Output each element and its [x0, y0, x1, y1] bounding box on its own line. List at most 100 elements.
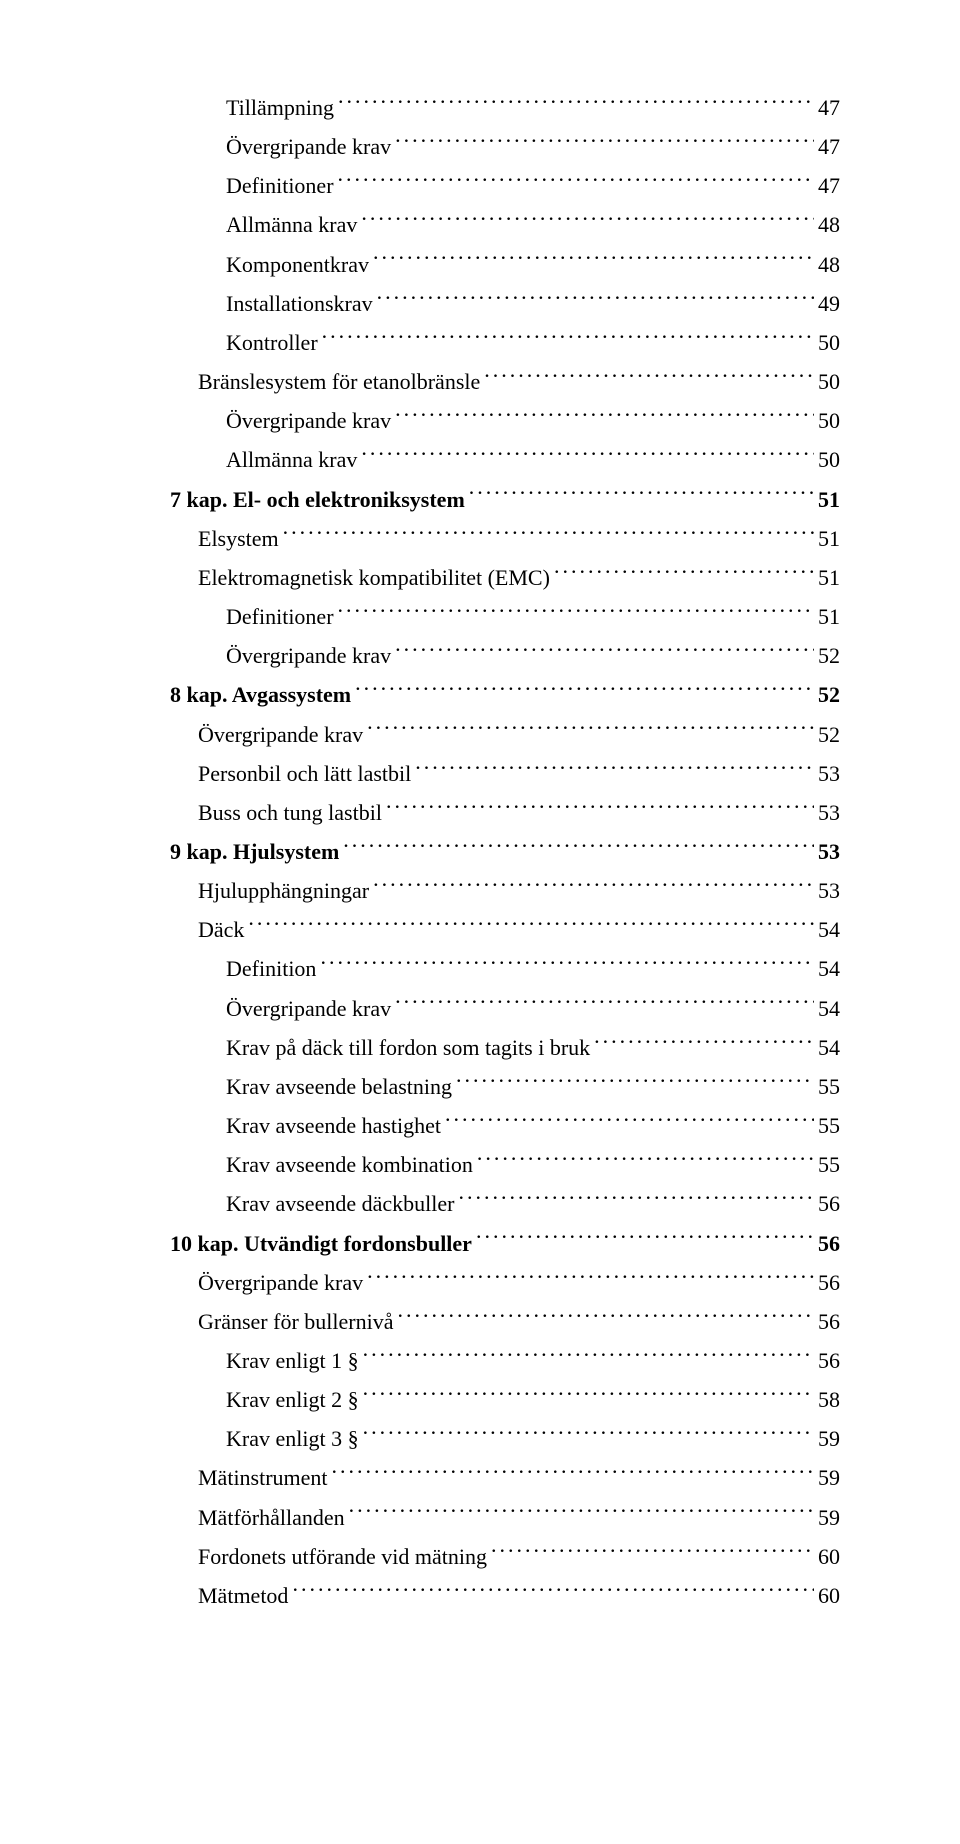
- toc-entry-label: Krav på däck till fordon som tagits i br…: [226, 1028, 590, 1067]
- toc-entry[interactable]: Installationskrav49: [170, 284, 840, 323]
- toc-entry-page: 52: [818, 675, 840, 714]
- toc-entry-page: 56: [818, 1341, 840, 1380]
- toc-leader-dots: [292, 1577, 814, 1603]
- toc-entry-page: 51: [818, 558, 840, 597]
- toc-entry-page: 52: [818, 715, 840, 754]
- toc-entry-page: 48: [818, 205, 840, 244]
- toc-entry[interactable]: Krav enligt 1 §56: [170, 1341, 840, 1380]
- toc-entry[interactable]: Krav avseende belastning55: [170, 1067, 840, 1106]
- toc-entry-page: 53: [818, 832, 840, 871]
- toc-entry-label: 10 kap. Utvändigt fordonsbuller: [170, 1224, 472, 1263]
- toc-entry[interactable]: Mätinstrument59: [170, 1458, 840, 1497]
- toc-entry[interactable]: Bränslesystem för etanolbränsle50: [170, 362, 840, 401]
- toc-entry-page: 54: [818, 989, 840, 1028]
- toc-leader-dots: [484, 363, 814, 389]
- toc-entry-page: 56: [818, 1263, 840, 1302]
- toc-entry[interactable]: Elektromagnetisk kompatibilitet (EMC) 51: [170, 558, 840, 597]
- toc-entry-label: Definitioner: [226, 166, 334, 205]
- toc-entry[interactable]: Tillämpning47: [170, 88, 840, 127]
- toc-leader-dots: [248, 911, 814, 937]
- toc-entry-label: Installationskrav: [226, 284, 373, 323]
- toc-entry[interactable]: Krav på däck till fordon som tagits i br…: [170, 1028, 840, 1067]
- toc-entry[interactable]: Personbil och lätt lastbil53: [170, 754, 840, 793]
- toc-entry[interactable]: Övergripande krav52: [170, 715, 840, 754]
- toc-entry-label: 8 kap. Avgassystem: [170, 675, 351, 714]
- toc-entry-page: 54: [818, 1028, 840, 1067]
- toc-entry-label: Personbil och lätt lastbil: [198, 754, 411, 793]
- toc-entry-page: 47: [818, 127, 840, 166]
- toc-entry[interactable]: Övergripande krav 47: [170, 127, 840, 166]
- toc-entry[interactable]: Allmänna krav 48: [170, 205, 840, 244]
- toc-entry[interactable]: Gränser för bullernivå56: [170, 1302, 840, 1341]
- toc-entry[interactable]: Allmänna krav50: [170, 440, 840, 479]
- toc-entry[interactable]: Övergripande krav56: [170, 1263, 840, 1302]
- toc-entry-label: Däck: [198, 910, 244, 949]
- toc-entry-label: Elektromagnetisk kompatibilitet (EMC): [198, 558, 550, 597]
- toc-leader-dots: [343, 833, 814, 859]
- toc-entry[interactable]: Buss och tung lastbil53: [170, 793, 840, 832]
- toc-entry[interactable]: Definition54: [170, 949, 840, 988]
- toc-entry[interactable]: Däck 54: [170, 910, 840, 949]
- toc-leader-dots: [395, 128, 814, 154]
- toc-entry-page: 55: [818, 1067, 840, 1106]
- toc-entry-label: Krav enligt 2 §: [226, 1380, 359, 1419]
- toc-entry[interactable]: Definitioner51: [170, 597, 840, 636]
- toc-entry-page: 56: [818, 1302, 840, 1341]
- toc-entry-page: 58: [818, 1380, 840, 1419]
- toc-entry[interactable]: Komponentkrav48: [170, 245, 840, 284]
- toc-entry[interactable]: Krav enligt 2 § 58: [170, 1380, 840, 1419]
- toc-entry[interactable]: Krav avseende kombination55: [170, 1145, 840, 1184]
- toc-leader-dots: [363, 1342, 814, 1368]
- toc-entry[interactable]: 9 kap. Hjulsystem53: [170, 832, 840, 871]
- toc-entry-page: 48: [818, 245, 840, 284]
- toc-leader-dots: [349, 1498, 814, 1524]
- toc-entry-label: Övergripande krav: [226, 636, 391, 675]
- toc-leader-dots: [397, 1302, 814, 1328]
- toc-entry-label: Kontroller: [226, 323, 318, 362]
- toc-leader-dots: [594, 1028, 814, 1054]
- toc-entry-label: Allmänna krav: [226, 205, 357, 244]
- toc-entry-page: 54: [818, 910, 840, 949]
- toc-leader-dots: [283, 519, 814, 545]
- toc-entry-label: Övergripande krav: [226, 127, 391, 166]
- toc-entry[interactable]: Fordonets utförande vid mätning60: [170, 1537, 840, 1576]
- toc-entry[interactable]: Elsystem51: [170, 519, 840, 558]
- toc-entry-page: 50: [818, 401, 840, 440]
- toc-entry[interactable]: Krav avseende däckbuller56: [170, 1184, 840, 1223]
- toc-leader-dots: [469, 480, 814, 506]
- toc-leader-dots: [373, 872, 814, 898]
- toc-entry[interactable]: Hjulupphängningar53: [170, 871, 840, 910]
- toc-entry-label: Tillämpning: [226, 88, 334, 127]
- toc-entry[interactable]: 10 kap. Utvändigt fordonsbuller 56: [170, 1224, 840, 1263]
- toc-leader-dots: [445, 1107, 814, 1133]
- toc-entry[interactable]: Krav enligt 3 §59: [170, 1419, 840, 1458]
- toc-entry[interactable]: Övergripande krav54: [170, 989, 840, 1028]
- toc-leader-dots: [377, 284, 814, 310]
- toc-entry[interactable]: Definitioner47: [170, 166, 840, 205]
- toc-entry[interactable]: Övergripande krav 52: [170, 636, 840, 675]
- toc-entry-page: 55: [818, 1145, 840, 1184]
- toc-entry-label: 7 kap. El- och elektroniksystem: [170, 480, 465, 519]
- toc-entry-page: 50: [818, 323, 840, 362]
- toc-entry-page: 53: [818, 793, 840, 832]
- toc-entry[interactable]: Kontroller 50: [170, 323, 840, 362]
- toc-entry-page: 56: [818, 1224, 840, 1263]
- toc-entry[interactable]: Mätmetod60: [170, 1576, 840, 1615]
- toc-entry-page: 55: [818, 1106, 840, 1145]
- toc-entry[interactable]: 8 kap. Avgassystem 52: [170, 675, 840, 714]
- toc-leader-dots: [320, 950, 814, 976]
- toc-entry-page: 52: [818, 636, 840, 675]
- toc-leader-dots: [338, 167, 814, 193]
- toc-leader-dots: [363, 1381, 814, 1407]
- toc-leader-dots: [338, 89, 814, 115]
- toc-entry-page: 50: [818, 362, 840, 401]
- toc-leader-dots: [361, 441, 814, 467]
- toc-leader-dots: [554, 558, 814, 584]
- toc-entry-page: 51: [818, 519, 840, 558]
- toc-entry-page: 51: [818, 597, 840, 636]
- toc-entry[interactable]: 7 kap. El- och elektroniksystem51: [170, 480, 840, 519]
- toc-entry[interactable]: Mätförhållanden59: [170, 1498, 840, 1537]
- toc-leader-dots: [458, 1185, 814, 1211]
- toc-entry[interactable]: Övergripande krav50: [170, 401, 840, 440]
- toc-entry[interactable]: Krav avseende hastighet55: [170, 1106, 840, 1145]
